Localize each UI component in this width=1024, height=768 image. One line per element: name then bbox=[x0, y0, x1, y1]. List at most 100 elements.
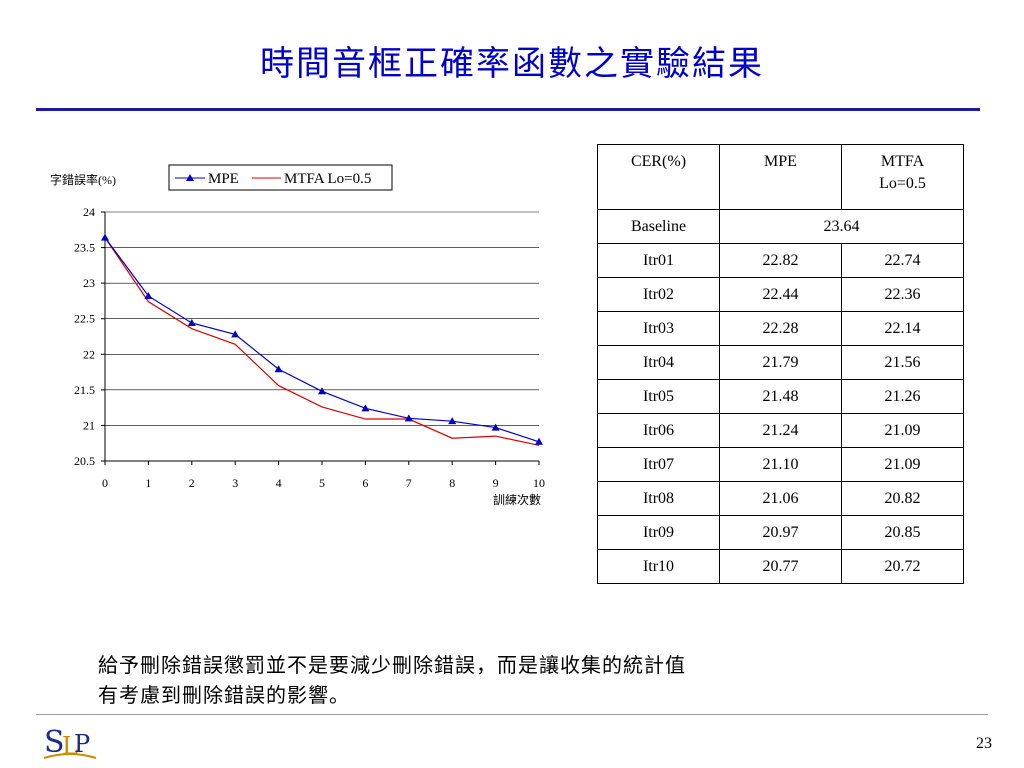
mtfa-value: 21.56 bbox=[841, 345, 964, 380]
x-tick-label: 6 bbox=[362, 476, 368, 490]
results-table: CER(%) MPE MTFA Lo=0.5 Baseline 23.64 It… bbox=[597, 144, 964, 584]
mpe-value: 22.28 bbox=[719, 311, 842, 346]
row-label: Itr05 bbox=[597, 379, 720, 414]
legend: MPE MTFA Lo=0.5 bbox=[168, 164, 393, 191]
mpe-point bbox=[274, 365, 283, 373]
title-divider bbox=[36, 108, 980, 111]
legend-label-mpe: MPE bbox=[208, 171, 239, 187]
x-tick-label: 0 bbox=[102, 476, 108, 490]
y-tick-label: 22 bbox=[83, 347, 95, 361]
x-tick-label: 8 bbox=[449, 476, 455, 490]
table-header-row: CER(%) MPE MTFA Lo=0.5 bbox=[597, 144, 964, 210]
mpe-point bbox=[535, 437, 543, 445]
row-label: Itr08 bbox=[597, 481, 720, 516]
x-tick-label: 7 bbox=[406, 476, 412, 490]
mpe-point bbox=[361, 404, 370, 412]
mpe-point bbox=[448, 417, 457, 425]
mtfa-value: 22.74 bbox=[841, 243, 964, 278]
mpe-point bbox=[404, 414, 413, 422]
mpe-value: 21.10 bbox=[719, 447, 842, 482]
row-label: Itr01 bbox=[597, 243, 720, 278]
row-label: Itr04 bbox=[597, 345, 720, 380]
mpe-point bbox=[231, 330, 240, 338]
mpe-value: 20.97 bbox=[719, 515, 842, 550]
table-row: Itr04 21.79 21.56 bbox=[597, 345, 964, 380]
mpe-value: 21.79 bbox=[719, 345, 842, 380]
y-tick-label: 20.5 bbox=[74, 454, 95, 468]
mtfa-value: 21.09 bbox=[841, 447, 964, 482]
legend-box bbox=[168, 164, 393, 191]
page-number: 23 bbox=[976, 735, 992, 752]
footer-divider bbox=[36, 714, 988, 715]
logo-letter-l: L bbox=[62, 732, 78, 760]
header-mtfa: MTFA Lo=0.5 bbox=[841, 144, 964, 210]
note-line-1: 給予刪除錯誤懲罰並不是要減少刪除錯誤，而是讓收集的統計值 bbox=[98, 653, 686, 677]
mtfa-value: 20.72 bbox=[841, 549, 964, 584]
mtfa-value: 20.85 bbox=[841, 515, 964, 550]
table-row: Itr01 22.82 22.74 bbox=[597, 243, 964, 278]
note-text: 給予刪除錯誤懲罰並不是要減少刪除錯誤，而是讓收集的統計值 有考慮到刪除錯誤的影響… bbox=[98, 650, 918, 710]
baseline-row: Baseline 23.64 bbox=[597, 209, 964, 244]
table-row: Itr08 21.06 20.82 bbox=[597, 481, 964, 516]
baseline-label: Baseline bbox=[597, 209, 720, 244]
x-tick-label: 10 bbox=[533, 476, 545, 490]
mtfa-value: 21.09 bbox=[841, 413, 964, 448]
logo-swoosh bbox=[43, 753, 97, 759]
row-label: Itr10 bbox=[597, 549, 720, 584]
row-label: Itr09 bbox=[597, 515, 720, 550]
legend-label-mtfa: MTFA Lo=0.5 bbox=[284, 171, 371, 187]
mtfa-value: 22.14 bbox=[841, 311, 964, 346]
x-tick-label: 4 bbox=[276, 476, 282, 490]
table-row: Itr05 21.48 21.26 bbox=[597, 379, 964, 414]
row-label: Itr02 bbox=[597, 277, 720, 312]
row-label: Itr06 bbox=[597, 413, 720, 448]
mpe-value: 21.48 bbox=[719, 379, 842, 414]
x-tick-label: 1 bbox=[145, 476, 151, 490]
table-row: Itr02 22.44 22.36 bbox=[597, 277, 964, 312]
mpe-value: 22.44 bbox=[719, 277, 842, 312]
y-tick-label: 21 bbox=[83, 418, 95, 432]
table-row: Itr06 21.24 21.09 bbox=[597, 413, 964, 448]
header-mpe: MPE bbox=[719, 144, 842, 210]
row-label: Itr07 bbox=[597, 447, 720, 482]
y-tick-label: 23.5 bbox=[74, 241, 95, 255]
mpe-value: 21.06 bbox=[719, 481, 842, 516]
mpe-point bbox=[491, 423, 500, 431]
mpe-value: 21.24 bbox=[719, 413, 842, 448]
mtfa-value: 22.36 bbox=[841, 277, 964, 312]
y-tick-label: 24 bbox=[83, 205, 95, 219]
mpe-value: 20.77 bbox=[719, 549, 842, 584]
y-tick-label: 23 bbox=[83, 276, 95, 290]
header-mtfa-text: MTFA Lo=0.5 bbox=[879, 153, 926, 192]
x-axis-label: 訓練次數 bbox=[493, 492, 541, 507]
mpe-point bbox=[318, 387, 326, 395]
mpe-value: 22.82 bbox=[719, 243, 842, 278]
table-row: Itr10 20.77 20.72 bbox=[597, 549, 964, 584]
slp-logo: S L P bbox=[43, 725, 97, 760]
series-line-mtfa bbox=[104, 237, 540, 446]
legend-marker-mpe bbox=[186, 174, 194, 181]
header-cer: CER(%) bbox=[597, 144, 720, 210]
mpe-point bbox=[187, 318, 196, 326]
mtfa-value: 21.26 bbox=[841, 379, 964, 414]
table-row: Itr07 21.10 21.09 bbox=[597, 447, 964, 482]
logo-letter-p: P bbox=[74, 730, 90, 758]
y-tick-label: 21.5 bbox=[74, 383, 95, 397]
x-tick-label: 5 bbox=[319, 476, 325, 490]
y-axis-label: 字錯誤率(%) bbox=[50, 172, 116, 187]
slide-title: 時間音框正確率函數之實驗結果 bbox=[260, 44, 764, 84]
table-row: Itr09 20.97 20.85 bbox=[597, 515, 964, 550]
x-tick-label: 2 bbox=[189, 476, 195, 490]
x-tick-label: 3 bbox=[232, 476, 238, 490]
plot-area bbox=[105, 212, 539, 461]
baseline-value: 23.64 bbox=[719, 209, 964, 244]
note-line-2: 有考慮到刪除錯誤的影響。 bbox=[98, 683, 350, 707]
logo-letter-s: S bbox=[44, 725, 65, 760]
mpe-point bbox=[144, 291, 153, 299]
mtfa-value: 20.82 bbox=[841, 481, 964, 516]
y-tick-label: 22.5 bbox=[74, 312, 95, 326]
table-row: Itr03 22.28 22.14 bbox=[597, 311, 964, 346]
mpe-point bbox=[101, 233, 109, 241]
row-label: Itr03 bbox=[597, 311, 720, 346]
